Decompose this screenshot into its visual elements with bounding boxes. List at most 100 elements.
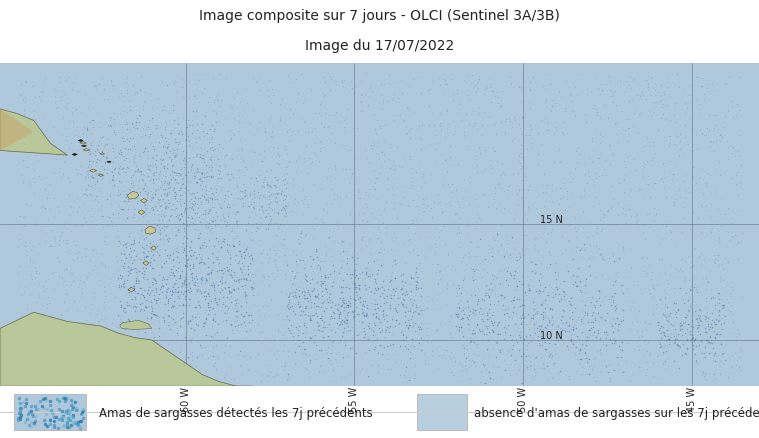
Point [307, 284, 320, 291]
Point [310, 356, 322, 363]
Point [141, 320, 153, 327]
Point [360, 313, 372, 320]
Point [200, 224, 213, 231]
Point [429, 304, 441, 311]
Point [300, 329, 312, 336]
Point [376, 290, 389, 297]
Point [466, 330, 478, 337]
Point [604, 260, 616, 267]
Point [175, 128, 187, 135]
Point [328, 191, 340, 198]
Point [137, 271, 150, 278]
Point [636, 333, 648, 340]
Point [446, 162, 458, 169]
Point [165, 272, 178, 279]
Point [309, 226, 321, 233]
Point [731, 169, 743, 176]
Point [539, 345, 551, 352]
Point [463, 121, 475, 128]
Point [204, 162, 216, 169]
Point [308, 312, 320, 319]
Point [379, 329, 391, 336]
Point [40, 370, 52, 377]
Point [580, 337, 592, 344]
Point [282, 304, 294, 311]
Point [306, 128, 318, 135]
Point [408, 230, 420, 237]
Point [471, 169, 483, 176]
Point [82, 104, 94, 111]
Point [205, 270, 217, 277]
Point [89, 181, 101, 188]
Point [297, 200, 309, 207]
Point [202, 265, 214, 272]
Point [340, 166, 352, 173]
Point [264, 221, 276, 228]
Point [478, 362, 490, 369]
Point [587, 254, 599, 261]
Point [199, 236, 211, 243]
Point [137, 292, 150, 299]
Point [647, 269, 659, 276]
Point [87, 138, 99, 145]
Point [495, 292, 507, 299]
Point [224, 128, 236, 135]
Point [619, 151, 631, 158]
Point [411, 274, 424, 281]
Point [298, 186, 310, 193]
Point [112, 266, 124, 273]
Point [517, 314, 529, 321]
Point [163, 180, 175, 187]
Point [502, 304, 515, 311]
Point [96, 341, 108, 348]
Point [651, 89, 663, 96]
Point [323, 166, 335, 173]
Point [677, 215, 689, 222]
Point [162, 284, 174, 291]
Point [620, 116, 632, 123]
Point [601, 331, 613, 338]
Point [106, 169, 118, 176]
Point [282, 300, 294, 307]
Point [361, 269, 373, 276]
Point [532, 307, 544, 314]
Point [373, 342, 386, 349]
Point [499, 317, 511, 324]
Point [165, 266, 178, 273]
Point [339, 193, 351, 200]
Point [493, 348, 505, 355]
Point [497, 324, 509, 331]
Point [109, 183, 121, 190]
Point [213, 259, 225, 266]
Point [452, 223, 464, 230]
Point [187, 365, 200, 372]
Point [581, 120, 593, 127]
Point [442, 250, 455, 257]
Point [446, 76, 458, 83]
Point [60, 266, 72, 273]
Point [520, 177, 532, 184]
Point [291, 323, 303, 330]
Point [39, 186, 52, 193]
Point [692, 215, 704, 222]
Point [695, 84, 707, 91]
Point [244, 190, 256, 197]
Point [147, 144, 159, 151]
Point [353, 189, 365, 196]
Point [417, 321, 429, 328]
Point [175, 172, 187, 179]
Point [255, 260, 267, 267]
Point [205, 297, 217, 304]
Point [528, 372, 540, 379]
Point [253, 172, 265, 179]
Point [704, 350, 716, 357]
Point [168, 189, 181, 196]
Point [292, 198, 304, 205]
Point [308, 110, 320, 117]
Point [193, 302, 205, 309]
Point [177, 249, 189, 256]
Point [218, 236, 230, 243]
Point [282, 306, 294, 313]
Point [140, 304, 153, 311]
Point [168, 194, 180, 201]
